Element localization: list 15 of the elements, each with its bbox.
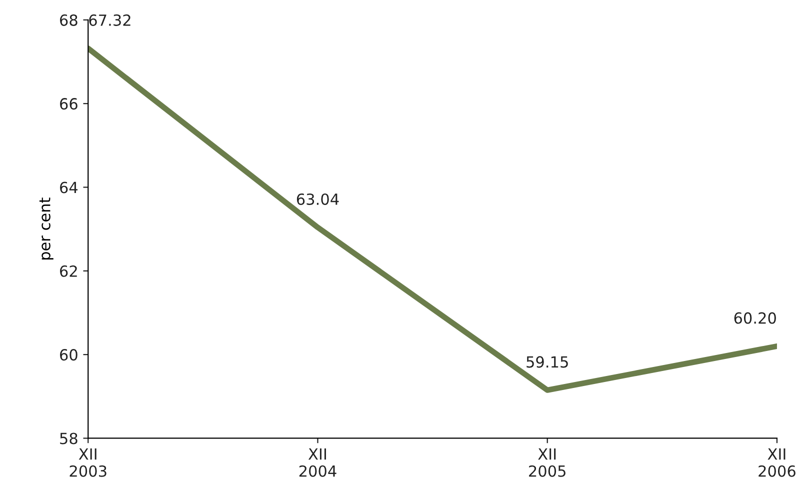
y-tick-label: 66 bbox=[60, 98, 78, 110]
data-label: 63.04 bbox=[296, 193, 339, 205]
y-tick-label: 62 bbox=[60, 265, 77, 277]
y-tick-label: 68 bbox=[60, 14, 78, 26]
x-tick-label: XII 2005 bbox=[529, 448, 566, 477]
data-label: 60.20 bbox=[734, 312, 776, 324]
y-tick-label: 64 bbox=[60, 182, 78, 194]
y-tick-label: 58 bbox=[60, 432, 78, 444]
x-tick-label: XII 2003 bbox=[70, 448, 106, 477]
y-tick-label: 60 bbox=[60, 349, 78, 361]
x-tick-label: XII 2006 bbox=[758, 448, 796, 477]
data-label: 59.15 bbox=[526, 356, 568, 368]
y-axis-title: per cent bbox=[39, 198, 54, 260]
data-label: 67.32 bbox=[89, 14, 130, 26]
x-tick-label: XII 2004 bbox=[299, 448, 336, 477]
